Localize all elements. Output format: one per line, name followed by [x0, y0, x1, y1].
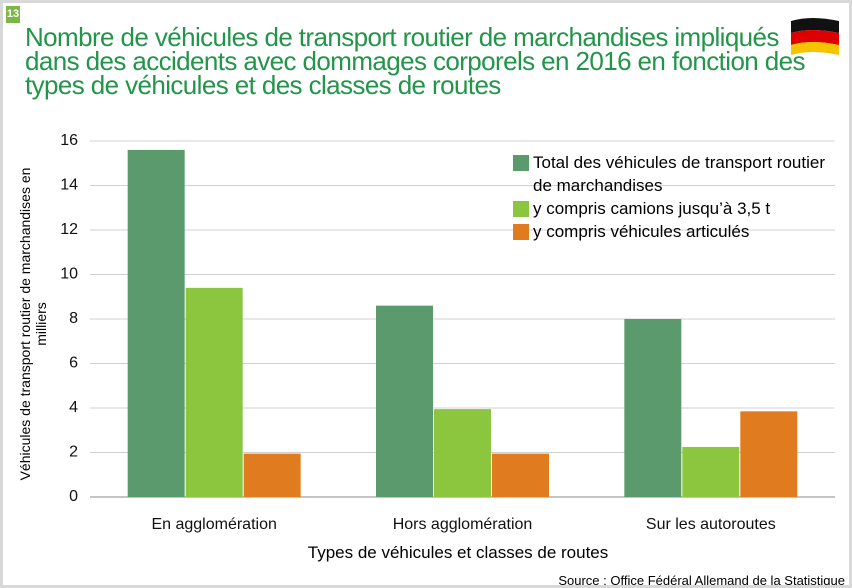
plot: 0 2 4 6 8 10 12 14 16 En agglomération Hors agglom… [60, 18, 839, 533]
source: Source : Office Fédéral Allemand de la S… [558, 573, 845, 588]
legend-item: Total des véhicules de transport routier… [513, 151, 843, 197]
legend-swatch [513, 201, 529, 217]
y-tick-label: 2 [69, 444, 78, 461]
x-tick-label: Hors agglomération [393, 516, 533, 533]
y-tick-label: 8 [69, 310, 78, 327]
legend: Total des véhicules de transport routier… [513, 151, 843, 243]
x-axis-label: Types de véhicules et classes de routes [307, 543, 609, 562]
legend-label: y compris véhicules articulés [533, 222, 750, 241]
flag [791, 18, 839, 55]
chart-title: Nombre de véhicules de transport routier… [25, 22, 806, 100]
y-tick-label: 4 [69, 399, 78, 416]
y-tick-label: 14 [60, 177, 78, 194]
x-tick-label: En agglomération [151, 516, 276, 533]
bar [376, 305, 433, 497]
badge: 13 [6, 6, 20, 23]
y-tick-label: 10 [60, 266, 78, 283]
bar [682, 446, 740, 497]
y-tick-label: 12 [60, 221, 78, 238]
bar [243, 453, 301, 497]
y-tick-label: 16 [60, 132, 78, 149]
bar [434, 409, 491, 497]
legend-item: y compris véhicules articulés [513, 220, 843, 243]
x-tick-label: Sur les autoroutes [646, 516, 776, 533]
y-axis-label: Véhicules de transport routier de marcha… [17, 167, 49, 481]
y-tick-label: 6 [69, 355, 78, 372]
legend-label: y compris camions jusqu’à 3,5 t [533, 199, 771, 218]
legend-swatch [513, 155, 529, 171]
legend-item: y compris camions jusqu’à 3,5 t [513, 197, 843, 220]
bar [185, 287, 243, 497]
bar [624, 319, 682, 497]
legend-swatch [513, 224, 529, 240]
legend-label: Total des véhicules de transport routier… [533, 153, 825, 195]
y-tick-label: 0 [69, 488, 78, 505]
bar [740, 411, 798, 497]
bar [492, 453, 549, 497]
bar [127, 149, 185, 497]
